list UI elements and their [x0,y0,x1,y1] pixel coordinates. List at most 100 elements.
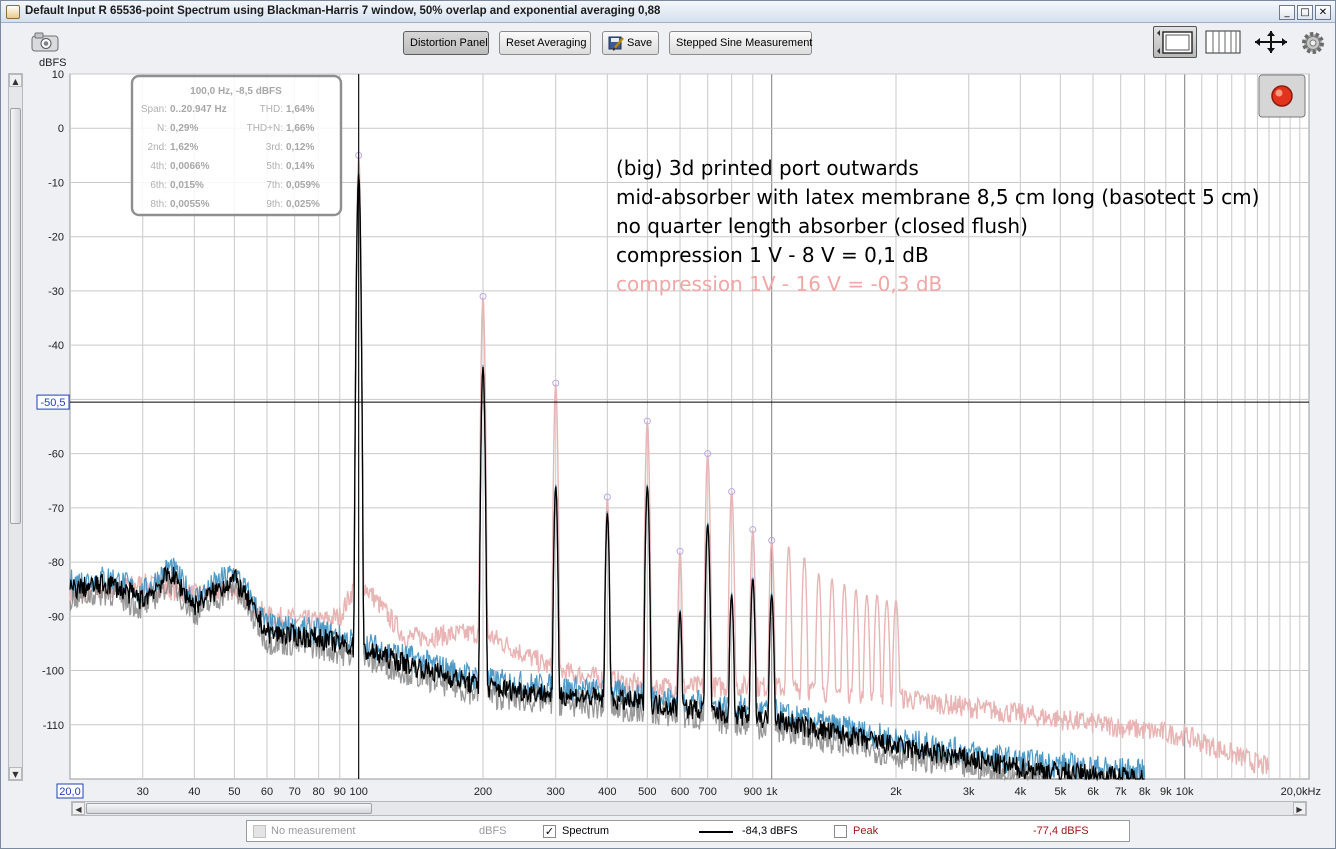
scroll-left-arrow[interactable]: ◀ [72,802,85,815]
x-tick-label: 2k [890,786,902,798]
y-tick-label: -70 [48,503,64,515]
x-tick-label: 70 [289,786,301,798]
x-start-label: 20,0 [59,786,80,798]
y-tick-label: -10 [48,177,64,189]
x-tick-label: 30 [137,786,149,798]
x-tick-label: 40 [188,786,200,798]
y-tick-label: -60 [48,449,64,461]
distortion-value: 0,0055% [170,199,210,210]
no-measurement-checkbox[interactable] [253,825,266,838]
scroll-right-arrow[interactable]: ▶ [1293,802,1306,815]
camera-icon[interactable] [29,31,61,53]
distortion-key: THD+N: [247,123,283,134]
x-tick-label: 200 [474,786,492,798]
distortion-key: 9th: [266,199,283,210]
app-icon [6,5,20,19]
x-tick-label: 900 [744,786,762,798]
distortion-key: N: [157,123,167,134]
distortion-value: 1,64% [286,104,314,115]
y-tick-label: -30 [48,286,64,298]
x-tick-label: 50 [228,786,240,798]
distortion-key: 6th: [150,180,167,191]
annotation-text: mid-absorber with latex membrane 8,5 cm … [616,185,1259,209]
x-tick-label: 60 [261,786,273,798]
distortion-panel-frame [130,74,343,217]
x-tick-label: 5k [1055,786,1067,798]
annotation-text: (big) 3d printed port outwards [616,156,919,180]
x-tick-label: 6k [1087,786,1099,798]
y-tick-label: -80 [48,557,64,569]
distortion-key: THD: [260,104,283,115]
x-tick-label: 1k [766,786,778,798]
x-end-label: 20,0kHz [1281,786,1321,798]
harmonic-marker [643,417,651,425]
x-tick-label: 700 [699,786,717,798]
peak-series-line [69,155,1270,775]
vertical-scroll-thumb[interactable] [10,108,21,524]
no-measurement-unit: dBFS [479,825,507,837]
harmonic-marker [728,488,736,496]
x-tick-label: 80 [313,786,325,798]
scroll-down-arrow[interactable]: ▼ [9,767,22,780]
horizontal-scrollbar[interactable]: ◀ ▶ [71,801,1307,816]
spectrum-checkbox[interactable]: ✓ [543,825,556,838]
distortion-value: 0,015% [170,180,204,191]
reset-averaging-button[interactable]: Reset Averaging [499,31,591,55]
annotation-text: compression 1 V - 8 V = 0,1 dB [616,243,929,267]
annotation-text: no quarter length absorber (closed flush… [616,214,1028,238]
harmonic-marker [704,450,712,458]
stepped-sine-button[interactable]: Stepped Sine Measurement [669,31,812,55]
spectrum-black-line [69,174,1145,782]
distortion-value: 1,66% [286,123,314,134]
annotation-text: compression 1V - 16 V = -0,3 dB [616,272,942,296]
record-icon-highlight [1275,89,1283,97]
vertical-scrollbar[interactable]: ▲ ▼ [8,73,23,781]
x-tick-label: 500 [638,786,656,798]
scroll-up-arrow[interactable]: ▲ [9,74,22,87]
cursor-value-label: -50,5 [40,397,65,409]
spectrum-chart[interactable]: 100-10-20-30-40-60-70-80-90-100-110dBFS3… [1,1,1336,801]
harmonic-marker [768,536,776,544]
legend-bar: No measurement dBFS ✓ Spectrum -84,3 dBF… [246,820,1130,842]
distortion-value: 0,0066% [170,161,210,172]
record-icon [1271,85,1293,107]
x-start-box [56,783,84,799]
fit-arrows-icon[interactable] [1253,29,1289,55]
distortion-value: 1,62% [170,142,198,153]
distortion-key: 8th: [150,199,167,210]
disk-pen-icon [608,35,624,51]
x-tick-label: 10k [1176,786,1194,798]
maximize-button[interactable]: □ [1297,5,1313,20]
distortion-key: 2nd: [148,142,167,153]
gear-icon[interactable] [1300,30,1326,56]
columns-icon[interactable] [1205,30,1241,54]
layout-icon[interactable] [1153,26,1197,58]
horizontal-scroll-thumb[interactable] [86,803,372,814]
x-tick-label: 300 [547,786,565,798]
save-button[interactable]: Save [602,31,659,55]
distortion-key: 3rd: [266,142,283,153]
close-button[interactable]: ✕ [1315,5,1331,20]
distortion-panel-button[interactable]: Distortion Panel [403,31,489,55]
x-tick-label: 7k [1115,786,1127,798]
harmonic-marker [603,493,611,501]
peak-checkbox[interactable] [834,825,847,838]
harmonic-marker [552,379,560,387]
x-tick-label: 4k [1015,786,1027,798]
x-tick-label: 600 [671,786,689,798]
x-tick-label: 90 [334,786,346,798]
x-tick-label: 400 [598,786,616,798]
y-tick-label: 0 [58,123,64,135]
y-tick-label: -100 [42,666,64,678]
spectrum-label: Spectrum [562,825,610,837]
record-button[interactable] [1258,74,1306,118]
cursor-value-box [36,394,70,410]
window-title: Default Input R 65536-point Spectrum usi… [25,5,661,17]
harmonic-marker [676,547,684,555]
y-tick-label: -110 [43,720,64,732]
x-tick-label: 3k [963,786,975,798]
minimize-button[interactable]: _ [1279,5,1295,20]
distortion-value: 0,025% [286,199,320,210]
peak-label: Peak [853,825,879,837]
distortion-value: 0..20.947 Hz [170,104,227,115]
